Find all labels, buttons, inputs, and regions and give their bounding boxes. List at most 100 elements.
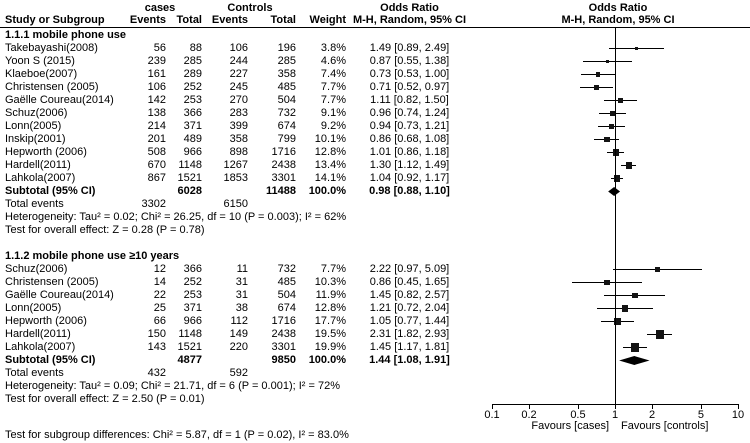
- or-ci-text: 1.11 [0.82, 1.50]: [370, 94, 449, 106]
- header-study: Study or Subgroup: [5, 14, 105, 26]
- col-e1: 138: [147, 107, 166, 119]
- x-axis-tick: [738, 404, 739, 409]
- col-e2: 106: [229, 42, 248, 54]
- col-t2: 485: [277, 81, 296, 93]
- or-marker: [613, 317, 622, 326]
- or-ci-text: 1.49 [0.89, 2.49]: [369, 42, 450, 54]
- total-events-label: Total events: [5, 367, 64, 379]
- subtotal-diamond: [608, 187, 621, 196]
- or-marker: [613, 175, 621, 182]
- x-axis-tick: [529, 404, 531, 409]
- col-t1: 966: [183, 315, 202, 327]
- col-t2: 3301: [271, 172, 296, 184]
- header-total-controls: Total: [270, 14, 296, 26]
- col-w: 19.9%: [314, 341, 346, 353]
- x-axis-tick-label: 10: [731, 409, 745, 421]
- col-e1: 106: [147, 81, 166, 93]
- col-e1: 670: [147, 159, 166, 171]
- col-e2: 220: [229, 341, 248, 353]
- study-name: Hepworth (2006): [5, 315, 87, 327]
- or-ci-text: 0.71 [0.52, 0.97]: [369, 81, 450, 93]
- or-marker: [622, 305, 629, 312]
- col-e2: 112: [230, 315, 248, 327]
- or-marker: [655, 267, 660, 272]
- col-e1: 214: [147, 120, 166, 132]
- x-axis-tick-label: 5: [697, 409, 705, 421]
- col-e2: 31: [235, 276, 248, 288]
- study-name: Gaëlle Coureau(2014): [5, 289, 114, 301]
- col-w: 4.6%: [320, 55, 346, 67]
- col-e2: 1267: [223, 159, 248, 171]
- col-t2: 1716: [271, 146, 296, 158]
- col-e1: 508: [147, 146, 166, 158]
- table-body: 1.1.1 mobile phone use Takebayashi(2008) 5…: [0, 29, 486, 409]
- x-axis-tick-label: 1: [611, 409, 619, 421]
- col-t2: 674: [277, 302, 296, 314]
- col-e2: 1853: [223, 172, 248, 184]
- col-w: 9.1%: [320, 107, 346, 119]
- subtotal-diamond: [619, 356, 650, 365]
- col-t1: 252: [183, 81, 202, 93]
- col-e1: 12: [153, 263, 166, 275]
- col-w: 7.7%: [320, 263, 346, 275]
- study-name: Yoon S (2015): [5, 55, 75, 67]
- col-e1: 14: [153, 276, 166, 288]
- col-e2: 227: [229, 68, 248, 80]
- study-row: Schuz(2006) 12 366 11 732 7.7% 2.22 [0.97, 5.0…: [0, 263, 486, 276]
- col-t1: 489: [183, 133, 202, 145]
- col-t1: 289: [183, 68, 202, 80]
- col-t1: 371: [183, 120, 202, 132]
- or-ci-text: 2.22 [0.97, 5.09]: [369, 263, 450, 275]
- col-t1: 1148: [178, 159, 202, 171]
- header-total-cases: Total: [176, 14, 202, 26]
- subtotal-label: Subtotal (95% CI): [5, 185, 96, 197]
- or-ci-text: 0.86 [0.68, 1.08]: [369, 133, 450, 145]
- heterogeneity-text: Heterogeneity: Tau² = 0.09; Chi² = 21.71…: [5, 380, 340, 392]
- subtotal-row: Subtotal (95% CI) 4877 9850 100.0% 1.44 [1.0…: [0, 354, 486, 367]
- col-w: 100.0%: [308, 354, 346, 366]
- study-name: Schuz(2006): [5, 107, 68, 119]
- total-events-label: Total events: [5, 198, 64, 210]
- header-cases-group: cases: [144, 2, 176, 14]
- or-ci-text: 0.96 [0.74, 1.24]: [369, 107, 450, 119]
- or-ci-text: 0.86 [0.45, 1.65]: [369, 276, 450, 288]
- or-ci-text: 0.73 [0.53, 1.00]: [369, 68, 450, 80]
- study-name: Lahkola(2007): [5, 172, 76, 184]
- header-events-controls: Events: [211, 14, 248, 26]
- study-name: Inskip(2001): [5, 133, 66, 145]
- col-e1: 239: [147, 55, 166, 67]
- study-row: Lonn(2005) 25 371 38 674 12.8% 1.21 [0.72, 2.0…: [0, 302, 486, 315]
- col-e1: 161: [147, 68, 166, 80]
- x-axis-tick: [700, 404, 702, 409]
- study-row: Hepworth (2006) 66 966 112 1716 17.7% 1.05 [0.…: [0, 315, 486, 328]
- col-e2: 6150: [223, 198, 248, 210]
- col-w: 12.8%: [314, 302, 346, 314]
- col-t1: 366: [183, 263, 202, 275]
- or-ci-text: 1.45 [1.17, 1.81]: [369, 341, 450, 353]
- study-row: Christensen (2005) 14 252 31 485 10.3% 0.86 [0…: [0, 276, 486, 289]
- study-row: Yoon S (2015) 239 285 244 285 4.6% 0.87 [0.55,…: [0, 55, 486, 68]
- col-w: 9.2%: [320, 120, 346, 132]
- col-e1: 867: [147, 172, 166, 184]
- col-t1: 1521: [177, 341, 202, 353]
- reference-line: [615, 28, 616, 405]
- study-name: Hardell(2011): [5, 159, 71, 171]
- study-name: Lonn(2005): [5, 302, 62, 314]
- study-name: Gaëlle Coureau(2014): [5, 94, 114, 106]
- spacer-row: [0, 237, 486, 250]
- header-weight: Weight: [309, 14, 346, 26]
- subgroup-title-row: 1.1.2 mobile phone use ≥10 years: [0, 250, 486, 263]
- col-t2: 674: [277, 120, 296, 132]
- study-row: Inskip(2001) 201 489 358 799 10.1% 0.86 [0.68,…: [0, 133, 486, 146]
- col-t2: 732: [277, 263, 296, 275]
- study-row: Christensen (2005) 106 252 245 485 7.7% 0.71 […: [0, 81, 486, 94]
- or-marker: [595, 72, 601, 77]
- or-marker: [655, 330, 664, 339]
- col-t1: 371: [183, 302, 202, 314]
- study-name: Christensen (2005): [5, 276, 99, 288]
- col-t1: 6028: [177, 185, 202, 197]
- heterogeneity-row: Heterogeneity: Tau² = 0.09; Chi² = 21.71…: [0, 380, 486, 393]
- subtotal-label: Subtotal (95% CI): [5, 354, 96, 366]
- col-t2: 3301: [271, 341, 296, 353]
- col-w: 100.0%: [308, 185, 346, 197]
